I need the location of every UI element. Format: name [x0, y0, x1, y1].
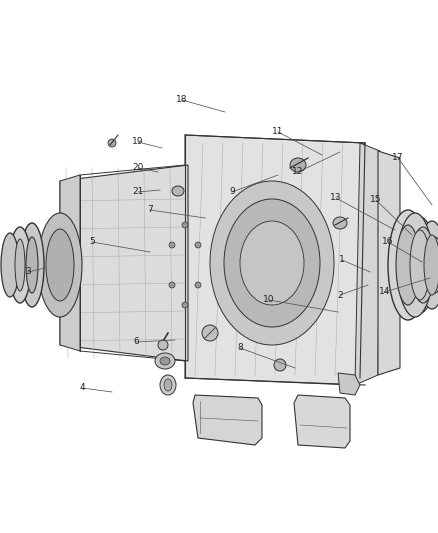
- Text: 17: 17: [392, 154, 404, 163]
- Text: 15: 15: [370, 196, 382, 205]
- Text: 16: 16: [382, 238, 394, 246]
- Polygon shape: [355, 143, 380, 385]
- Ellipse shape: [290, 158, 306, 172]
- Ellipse shape: [210, 181, 334, 345]
- Polygon shape: [60, 175, 80, 351]
- Polygon shape: [378, 151, 400, 375]
- Text: 13: 13: [330, 193, 342, 203]
- Text: 21: 21: [132, 188, 144, 197]
- Text: 11: 11: [272, 127, 284, 136]
- Text: 6: 6: [133, 337, 139, 346]
- Text: 19: 19: [132, 138, 144, 147]
- Ellipse shape: [404, 217, 436, 313]
- Ellipse shape: [410, 230, 430, 300]
- Text: 5: 5: [89, 238, 95, 246]
- Polygon shape: [193, 395, 262, 445]
- Ellipse shape: [182, 302, 188, 308]
- Ellipse shape: [169, 242, 175, 248]
- Text: 7: 7: [147, 206, 153, 214]
- Text: 1: 1: [339, 255, 345, 264]
- Ellipse shape: [155, 353, 175, 369]
- Ellipse shape: [397, 213, 433, 317]
- Text: 10: 10: [263, 295, 275, 304]
- Ellipse shape: [195, 282, 201, 288]
- Ellipse shape: [388, 210, 428, 320]
- Ellipse shape: [160, 375, 176, 395]
- Text: 14: 14: [379, 287, 391, 296]
- Ellipse shape: [169, 282, 175, 288]
- Polygon shape: [338, 373, 360, 395]
- Ellipse shape: [1, 233, 19, 297]
- Ellipse shape: [108, 139, 116, 147]
- Ellipse shape: [427, 237, 438, 293]
- Text: 4: 4: [79, 384, 85, 392]
- Polygon shape: [60, 165, 188, 361]
- Ellipse shape: [9, 227, 31, 303]
- Ellipse shape: [333, 217, 347, 229]
- Ellipse shape: [202, 325, 218, 341]
- Ellipse shape: [424, 235, 438, 295]
- Polygon shape: [294, 395, 350, 448]
- Ellipse shape: [274, 359, 286, 371]
- Ellipse shape: [182, 222, 188, 228]
- Ellipse shape: [160, 357, 170, 365]
- Text: 18: 18: [176, 95, 188, 104]
- Ellipse shape: [418, 221, 438, 309]
- Ellipse shape: [195, 242, 201, 248]
- Ellipse shape: [396, 225, 420, 305]
- Ellipse shape: [20, 223, 44, 307]
- Polygon shape: [185, 135, 365, 385]
- Text: 9: 9: [229, 188, 235, 197]
- Text: 20: 20: [132, 164, 144, 173]
- Text: 8: 8: [237, 343, 243, 352]
- Text: 3: 3: [25, 268, 31, 277]
- Ellipse shape: [224, 199, 320, 327]
- Text: 2: 2: [337, 290, 343, 300]
- Ellipse shape: [158, 340, 168, 350]
- Text: 12: 12: [292, 167, 304, 176]
- Ellipse shape: [38, 213, 82, 317]
- Ellipse shape: [26, 237, 38, 293]
- Ellipse shape: [411, 227, 435, 303]
- Ellipse shape: [172, 186, 184, 196]
- Ellipse shape: [164, 379, 172, 391]
- Ellipse shape: [46, 229, 74, 301]
- Ellipse shape: [15, 239, 25, 291]
- Ellipse shape: [240, 221, 304, 305]
